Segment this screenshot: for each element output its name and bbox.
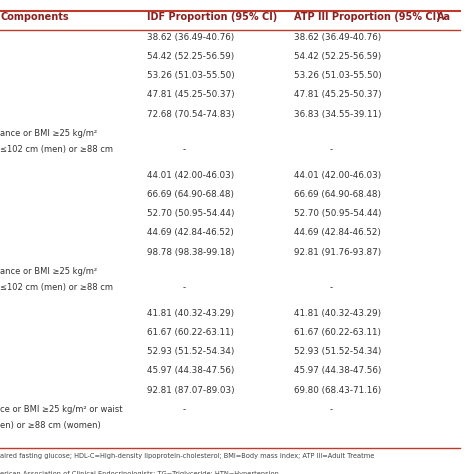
Text: 69.80 (68.43-71.16): 69.80 (68.43-71.16) <box>294 385 382 394</box>
Text: erican Association of Clinical Endocrinologists; TG=Triglyceride; HTN=Hypertensi: erican Association of Clinical Endocrino… <box>0 471 279 474</box>
Text: 72.68 (70.54-74.83): 72.68 (70.54-74.83) <box>147 109 235 118</box>
Text: 54.42 (52.25-56.59): 54.42 (52.25-56.59) <box>294 52 382 61</box>
Text: 47.81 (45.25-50.37): 47.81 (45.25-50.37) <box>147 91 235 100</box>
Text: 45.97 (44.38-47.56): 45.97 (44.38-47.56) <box>294 366 382 375</box>
Text: 54.42 (52.25-56.59): 54.42 (52.25-56.59) <box>147 52 234 61</box>
Text: 92.81 (91.76-93.87): 92.81 (91.76-93.87) <box>294 247 382 256</box>
Text: ce or BMI ≥25 kg/m² or waist: ce or BMI ≥25 kg/m² or waist <box>0 405 122 414</box>
Text: 47.81 (45.25-50.37): 47.81 (45.25-50.37) <box>294 91 382 100</box>
Text: -: - <box>329 283 332 292</box>
Text: 38.62 (36.49-40.76): 38.62 (36.49-40.76) <box>294 33 382 42</box>
Text: 44.01 (42.00-46.03): 44.01 (42.00-46.03) <box>147 171 234 180</box>
Text: 52.70 (50.95-54.44): 52.70 (50.95-54.44) <box>147 209 235 218</box>
Text: 41.81 (40.32-43.29): 41.81 (40.32-43.29) <box>294 309 381 318</box>
Text: 38.62 (36.49-40.76): 38.62 (36.49-40.76) <box>147 33 234 42</box>
Text: 61.67 (60.22-63.11): 61.67 (60.22-63.11) <box>147 328 234 337</box>
Text: ance or BMI ≥25 kg/m²: ance or BMI ≥25 kg/m² <box>0 267 97 276</box>
Text: en) or ≥88 cm (women): en) or ≥88 cm (women) <box>0 421 101 430</box>
Text: 52.93 (51.52-54.34): 52.93 (51.52-54.34) <box>147 347 235 356</box>
Text: 98.78 (98.38-99.18): 98.78 (98.38-99.18) <box>147 247 235 256</box>
Text: 61.67 (60.22-63.11): 61.67 (60.22-63.11) <box>294 328 381 337</box>
Text: 36.83 (34.55-39.11): 36.83 (34.55-39.11) <box>294 109 382 118</box>
Text: ance or BMI ≥25 kg/m²: ance or BMI ≥25 kg/m² <box>0 129 97 138</box>
Text: IDF Proportion (95% CI): IDF Proportion (95% CI) <box>147 12 277 22</box>
Text: ≤102 cm (men) or ≥88 cm: ≤102 cm (men) or ≥88 cm <box>0 146 113 155</box>
Text: 53.26 (51.03-55.50): 53.26 (51.03-55.50) <box>147 71 235 80</box>
Text: 44.69 (42.84-46.52): 44.69 (42.84-46.52) <box>294 228 381 237</box>
Text: 52.93 (51.52-54.34): 52.93 (51.52-54.34) <box>294 347 382 356</box>
Text: -: - <box>329 146 332 155</box>
Text: 52.70 (50.95-54.44): 52.70 (50.95-54.44) <box>294 209 382 218</box>
Text: Aa: Aa <box>437 12 451 22</box>
Text: aired fasting glucose; HDL-C=High-density lipoprotein-cholesterol; BMI=Body mass: aired fasting glucose; HDL-C=High-densit… <box>0 454 374 459</box>
Text: 44.01 (42.00-46.03): 44.01 (42.00-46.03) <box>294 171 382 180</box>
Text: ATP III Proportion (95% CI): ATP III Proportion (95% CI) <box>294 12 441 22</box>
Text: 66.69 (64.90-68.48): 66.69 (64.90-68.48) <box>147 190 234 199</box>
Text: 66.69 (64.90-68.48): 66.69 (64.90-68.48) <box>294 190 381 199</box>
Text: ≤102 cm (men) or ≥88 cm: ≤102 cm (men) or ≥88 cm <box>0 283 113 292</box>
Text: -: - <box>182 146 185 155</box>
Text: 41.81 (40.32-43.29): 41.81 (40.32-43.29) <box>147 309 234 318</box>
Text: 92.81 (87.07-89.03): 92.81 (87.07-89.03) <box>147 385 235 394</box>
Text: 44.69 (42.84-46.52): 44.69 (42.84-46.52) <box>147 228 234 237</box>
Text: Components: Components <box>0 12 69 22</box>
Text: 53.26 (51.03-55.50): 53.26 (51.03-55.50) <box>294 71 382 80</box>
Text: -: - <box>182 283 185 292</box>
Text: -: - <box>182 405 185 414</box>
Text: -: - <box>329 405 332 414</box>
Text: 45.97 (44.38-47.56): 45.97 (44.38-47.56) <box>147 366 235 375</box>
